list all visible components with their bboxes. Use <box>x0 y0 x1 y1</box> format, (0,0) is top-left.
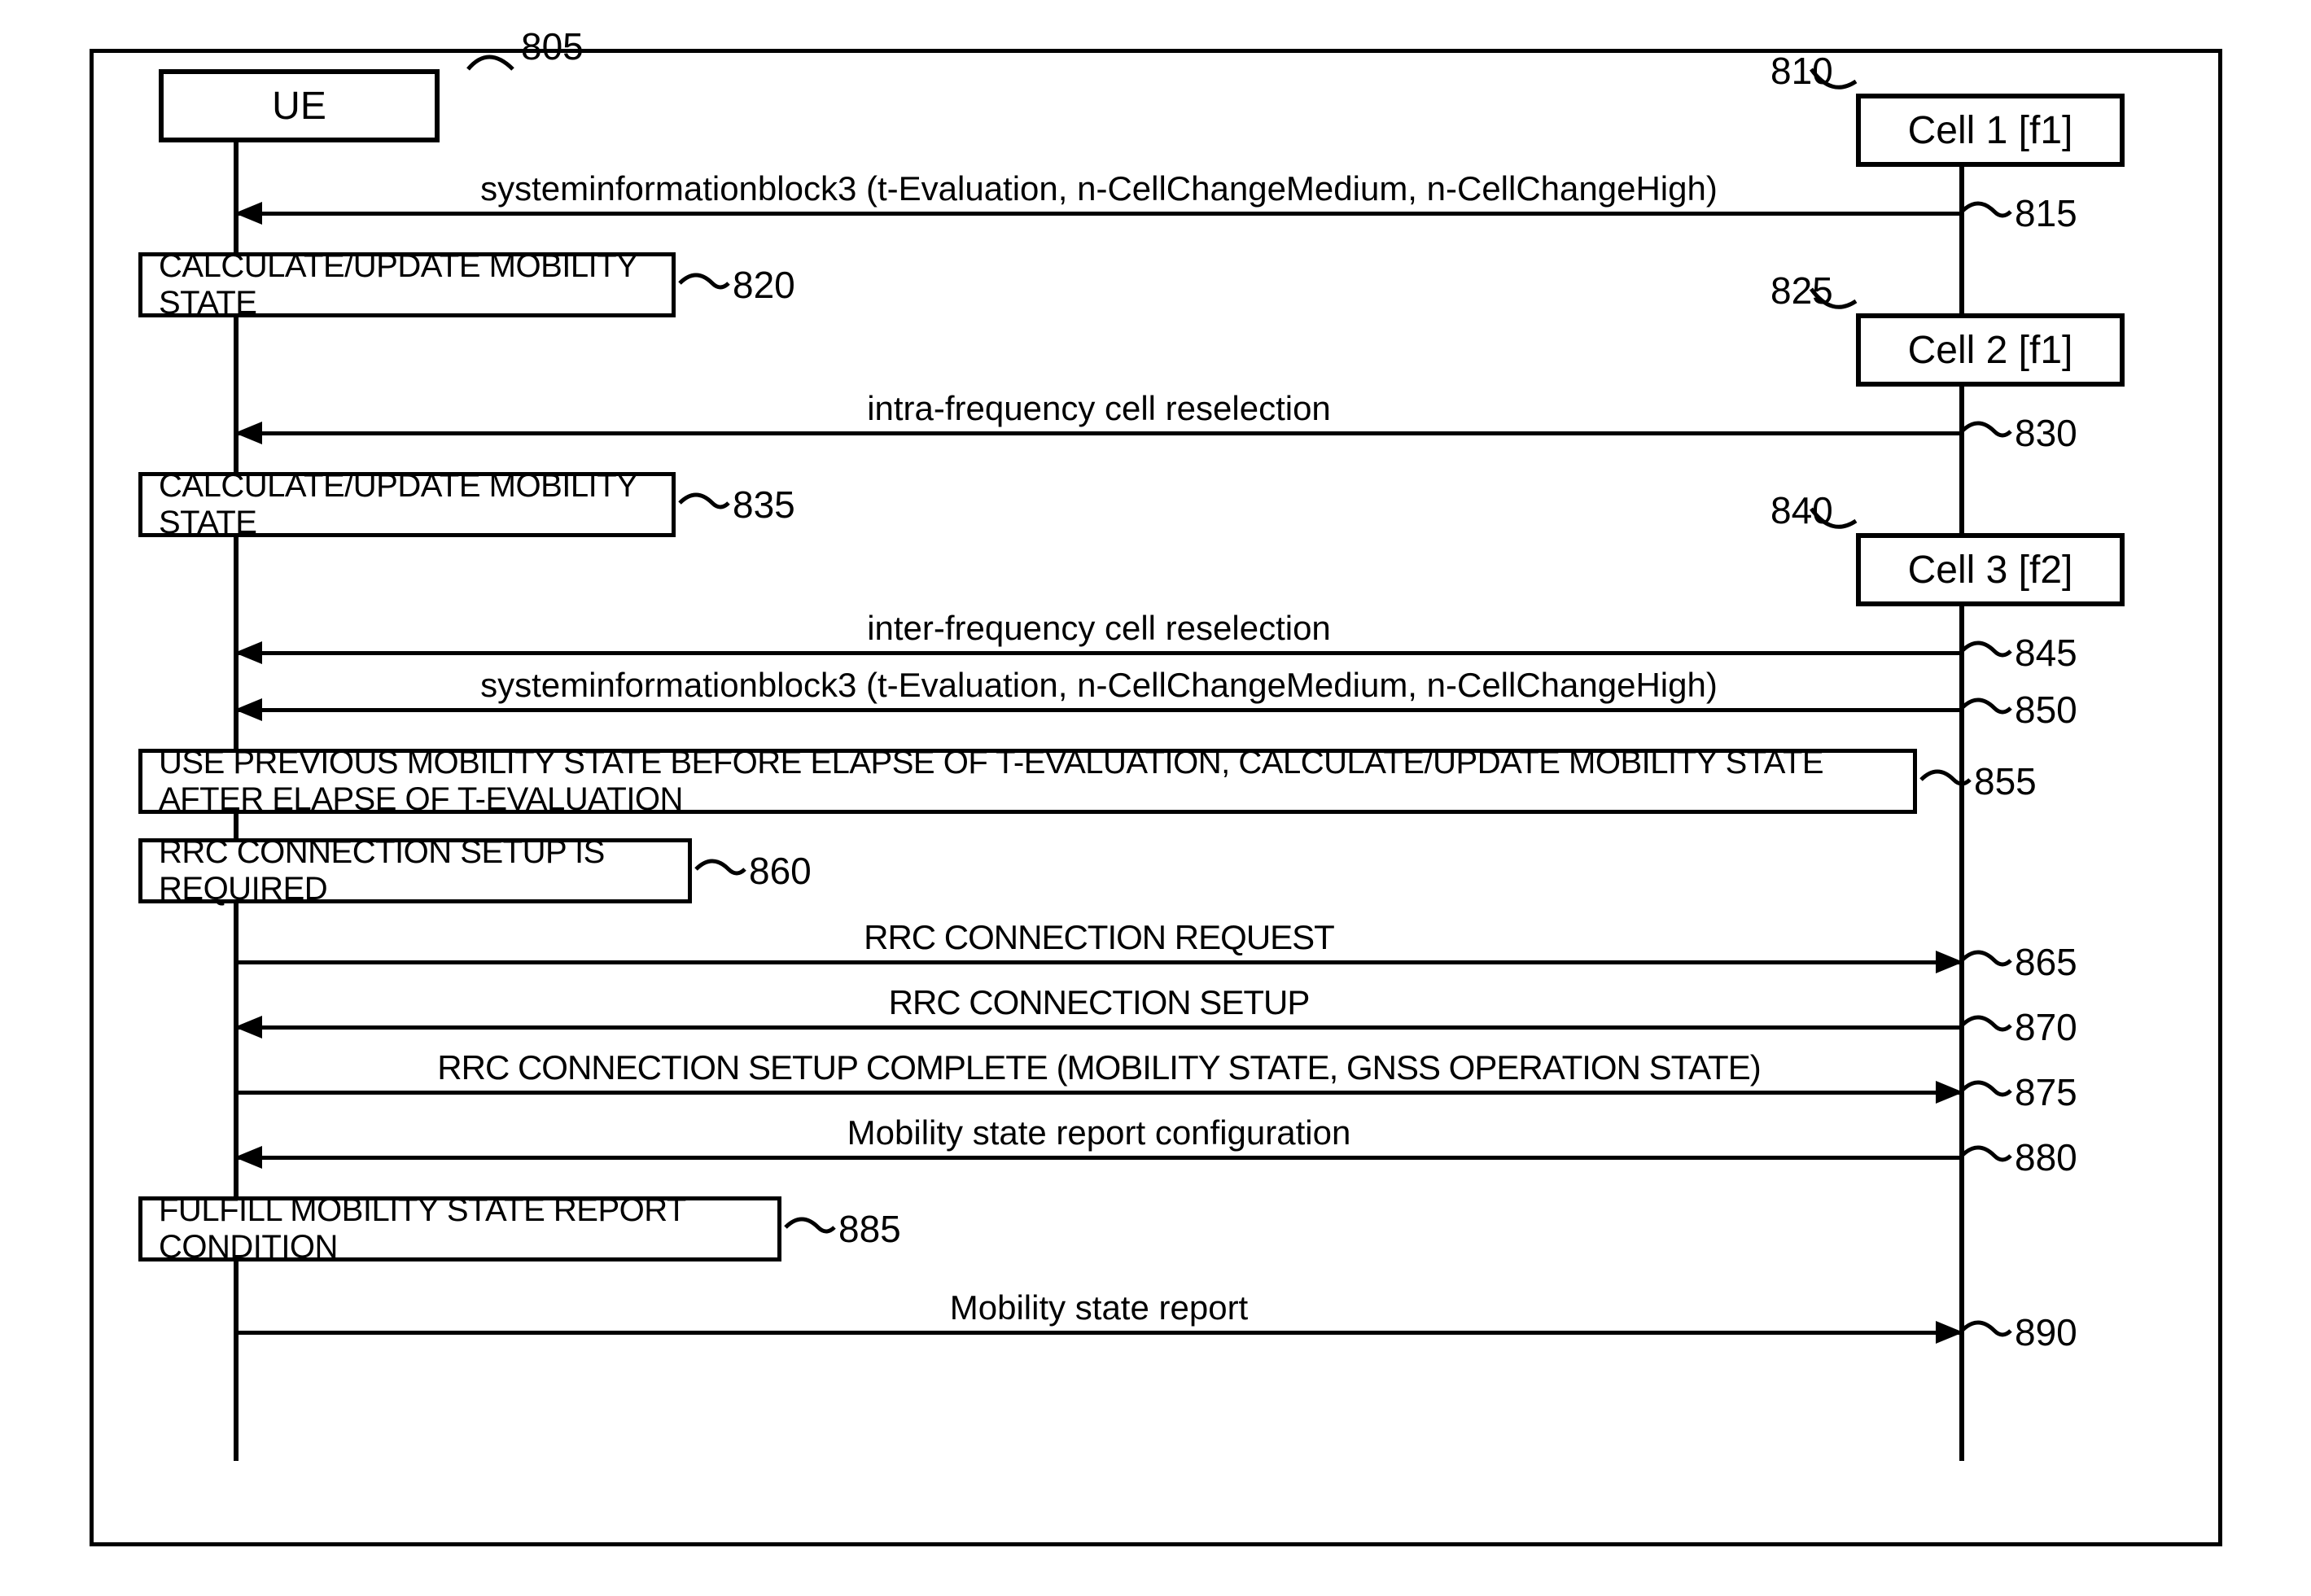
ref-865: 865 <box>2015 940 2077 984</box>
cell2-box: Cell 2 [f1] <box>1856 313 2125 387</box>
ref-885: 885 <box>838 1207 901 1251</box>
action-a855: USE PREVIOUS MOBILITY STATE BEFORE ELAPS… <box>138 749 1917 814</box>
msg-text-m880: Mobility state report configuration <box>236 1113 1962 1152</box>
ue-label: UE <box>272 84 326 129</box>
arrow-m845 <box>236 651 1962 655</box>
action-label: FULFILL MOBILITY STATE REPORT CONDITION <box>159 1192 777 1266</box>
cell3-box: Cell 3 [f2] <box>1856 533 2125 606</box>
ref-810: 810 <box>1770 49 1833 93</box>
action-a820: CALCULATE/UPDATE MOBILITY STATE <box>138 252 676 317</box>
action-label: CALCULATE/UPDATE MOBILITY STATE <box>159 468 672 541</box>
cell3-label: Cell 3 [f2] <box>1908 548 2073 592</box>
ref-890: 890 <box>2015 1310 2077 1354</box>
ref-875: 875 <box>2015 1070 2077 1114</box>
arrow-m880 <box>236 1156 1962 1160</box>
ref-870: 870 <box>2015 1005 2077 1049</box>
ue-box: UE <box>159 69 440 142</box>
arrow-m875 <box>236 1091 1962 1095</box>
ref-850: 850 <box>2015 688 2077 732</box>
ref-840: 840 <box>1770 488 1833 532</box>
msg-text-m875: RRC CONNECTION SETUP COMPLETE (MOBILITY … <box>236 1048 1962 1087</box>
action-a860: RRC CONNECTION SETUP IS REQUIRED <box>138 838 692 903</box>
action-label: USE PREVIOUS MOBILITY STATE BEFORE ELAPS… <box>159 745 1913 818</box>
sequence-diagram: UE Cell 1 [f1] Cell 2 [f1] Cell 3 [f2] s… <box>90 49 2222 1546</box>
ref-815: 815 <box>2015 191 2077 235</box>
ref-825: 825 <box>1770 269 1833 313</box>
arrow-m865 <box>236 960 1962 964</box>
action-label: CALCULATE/UPDATE MOBILITY STATE <box>159 248 672 321</box>
action-a885: FULFILL MOBILITY STATE REPORT CONDITION <box>138 1196 781 1261</box>
arrow-m830 <box>236 431 1962 435</box>
cell1-box: Cell 1 [f1] <box>1856 94 2125 167</box>
msg-text-m830: intra-frequency cell reselection <box>236 389 1962 428</box>
arrow-m815 <box>236 212 1962 216</box>
ref-835: 835 <box>733 483 795 527</box>
arrow-m870 <box>236 1025 1962 1030</box>
arrow-m890 <box>236 1331 1962 1335</box>
msg-text-m845: inter-frequency cell reselection <box>236 609 1962 648</box>
msg-text-m815: systeminformationblock3 (t-Evaluation, n… <box>236 169 1962 208</box>
msg-text-m850: systeminformationblock3 (t-Evaluation, n… <box>236 666 1962 705</box>
ref-830: 830 <box>2015 411 2077 455</box>
ref-860: 860 <box>749 849 812 893</box>
ref-855: 855 <box>1974 759 2037 803</box>
action-a835: CALCULATE/UPDATE MOBILITY STATE <box>138 472 676 537</box>
action-label: RRC CONNECTION SETUP IS REQUIRED <box>159 834 688 907</box>
ref-820: 820 <box>733 263 795 307</box>
msg-text-m865: RRC CONNECTION REQUEST <box>236 918 1962 957</box>
msg-text-m890: Mobility state report <box>236 1288 1962 1327</box>
cell1-label: Cell 1 [f1] <box>1908 108 2073 153</box>
msg-text-m870: RRC CONNECTION SETUP <box>236 983 1962 1022</box>
arrow-m850 <box>236 708 1962 712</box>
cell2-label: Cell 2 [f1] <box>1908 328 2073 373</box>
ref-880: 880 <box>2015 1135 2077 1179</box>
ref-845: 845 <box>2015 631 2077 675</box>
ref-805: 805 <box>521 24 584 68</box>
